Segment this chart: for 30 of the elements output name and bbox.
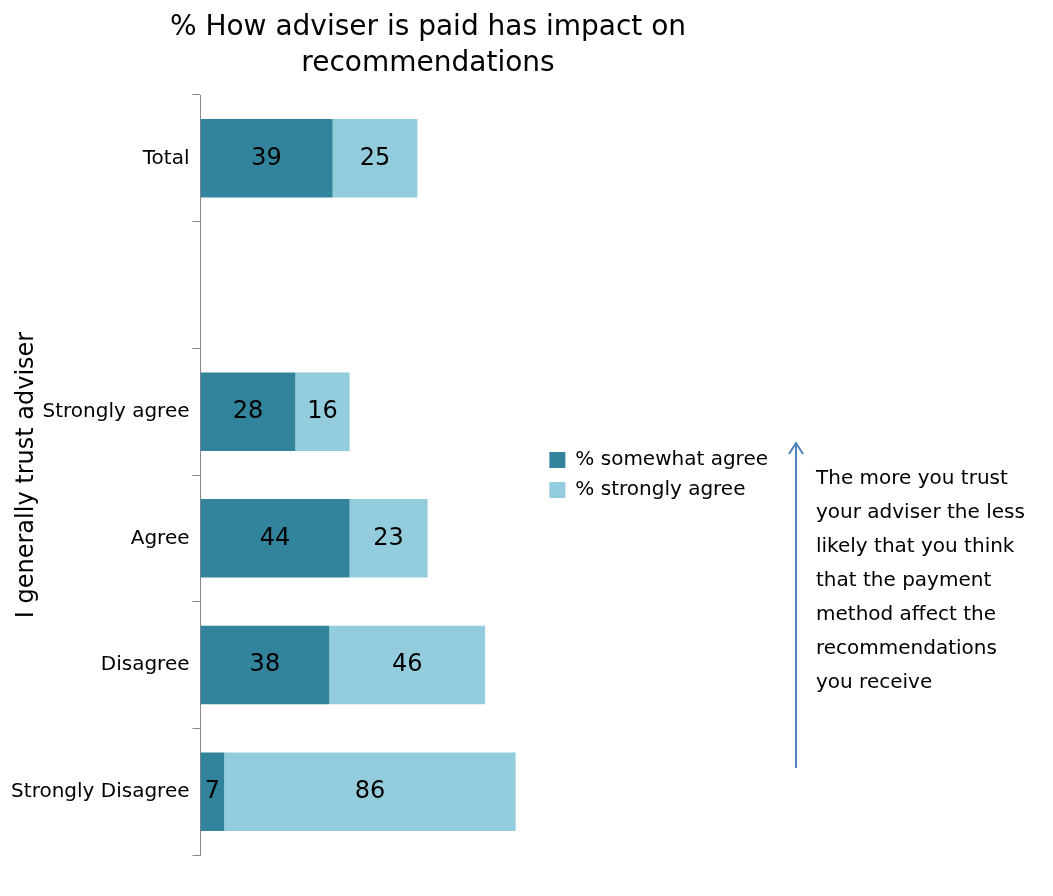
chart-title: % How adviser is paid has impact on recommendations: [168, 8, 688, 80]
y-tick-label: Agree: [130, 524, 190, 549]
bar: [329, 625, 486, 705]
data-label: 39: [251, 142, 282, 171]
bar: [200, 372, 296, 451]
data-label: 7: [204, 775, 220, 804]
y-tick-label: Strongly agree: [42, 397, 190, 422]
data-label: 46: [391, 649, 423, 678]
data-label: 28: [232, 395, 264, 424]
data-label: 38: [249, 649, 281, 678]
data-label: 25: [359, 142, 391, 171]
text: The more you trust your adviser the less likely that you think that the payment method affect the recommendations you receive: [816, 464, 1026, 695]
bar: [200, 752, 225, 831]
y-tick-label: Total: [141, 144, 190, 169]
bar: [200, 119, 333, 198]
data-label: 23: [373, 522, 404, 551]
data-label: 16: [307, 395, 338, 424]
bar: [295, 372, 350, 451]
bar: [349, 499, 428, 578]
bar: [200, 499, 350, 578]
data-label: 44: [259, 522, 291, 551]
data-label: 86: [354, 775, 386, 804]
bar: [332, 119, 418, 198]
y-axis-title: I generally trust adviser: [10, 331, 39, 619]
bar: [200, 625, 330, 705]
bar: [224, 752, 516, 831]
legend-label: % strongly agree: [575, 476, 746, 501]
y-tick-label: Disagree: [100, 651, 190, 676]
legend-label: % somewhat agree: [575, 446, 768, 471]
y-tick-label: Strongly Disagree: [11, 777, 190, 802]
